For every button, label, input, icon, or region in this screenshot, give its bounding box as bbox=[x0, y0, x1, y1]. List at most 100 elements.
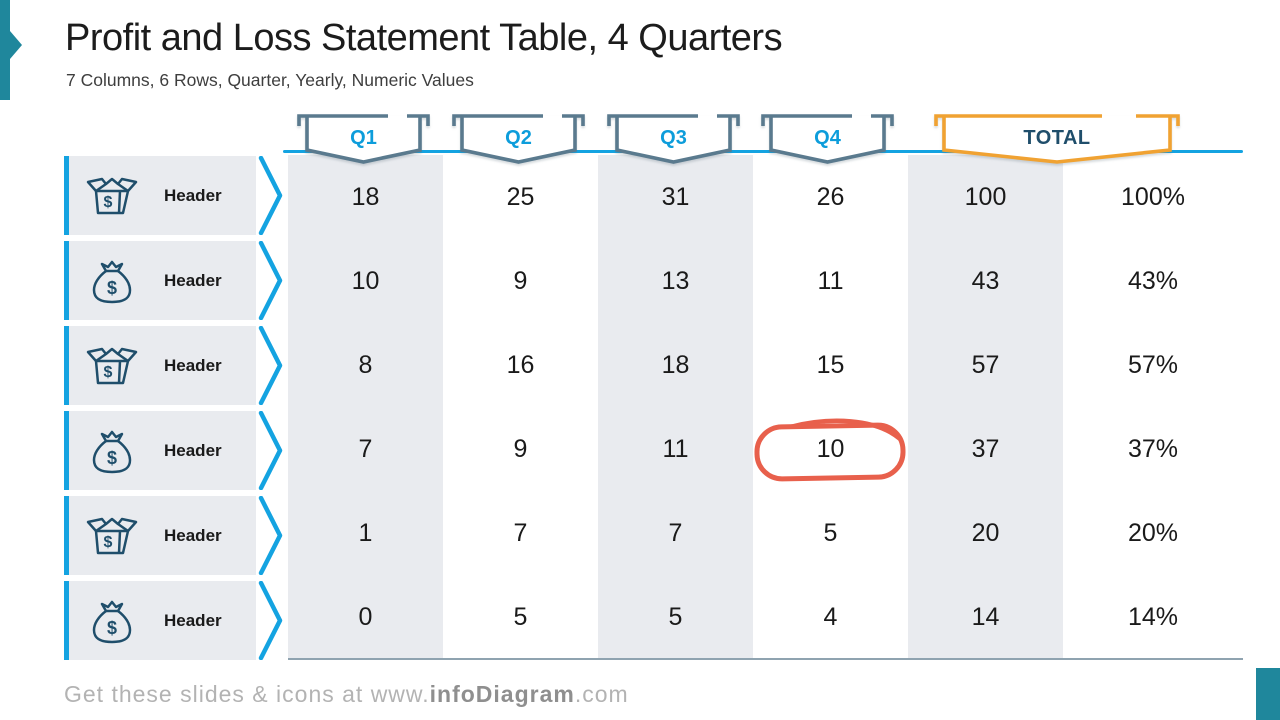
open-box-dollar-icon: $ bbox=[86, 347, 138, 384]
table-cell-r5-c4: 5 bbox=[823, 518, 838, 547]
header-axis-line bbox=[283, 150, 1243, 153]
chevron-right-icon bbox=[258, 411, 283, 490]
footer-credit: Get these slides & icons at www.infoDiag… bbox=[64, 681, 629, 708]
svg-text:$: $ bbox=[107, 448, 117, 468]
slide-accent-bar bbox=[0, 0, 26, 104]
column-header-q3: Q3 bbox=[606, 110, 741, 165]
table-cell-r5-c1: 1 bbox=[288, 491, 443, 575]
table-cell-r2-c4: 11 bbox=[817, 266, 844, 295]
ribbon-banner-shape bbox=[934, 114, 1180, 164]
chevron-right-icon bbox=[258, 581, 283, 660]
ribbon-banner-shape bbox=[607, 114, 740, 164]
table-bottom-border bbox=[288, 658, 1243, 660]
table-cell-r3-c4: 15 bbox=[816, 350, 845, 379]
row-accent-bar bbox=[64, 156, 69, 235]
table-cell-r4-c2: 9 bbox=[513, 434, 528, 463]
table-cell-r1-c6: 100% bbox=[1121, 182, 1185, 211]
row-header-1: $ Header bbox=[64, 156, 284, 235]
table-cell-r6-c1: 0 bbox=[288, 575, 443, 659]
row-header-2: $ Header bbox=[64, 241, 284, 320]
table-cell-r3-c6: 57% bbox=[1127, 350, 1179, 379]
row-header-plate: $ Header bbox=[64, 156, 256, 235]
table-cell-r6-c2: 5 bbox=[513, 602, 528, 631]
table-cell-r2-c2: 9 bbox=[513, 266, 528, 295]
column-header-q4: Q4 bbox=[760, 110, 895, 165]
table-cell-r2-c5: 43 bbox=[908, 239, 1063, 323]
table-cell-r4-c6: 37% bbox=[1127, 434, 1179, 463]
column-header-total: TOTAL bbox=[933, 110, 1181, 165]
column-header-label: Q1 bbox=[350, 127, 377, 149]
column-header-q2: Q2 bbox=[451, 110, 586, 165]
chevron-right-icon bbox=[258, 496, 283, 575]
open-box-dollar-icon: $ bbox=[86, 177, 138, 214]
column-header-label: Q3 bbox=[660, 127, 687, 149]
svg-text:$: $ bbox=[107, 618, 117, 638]
table-cell-r6-c6: 14% bbox=[1127, 602, 1179, 631]
table-cell-r3-c1: 8 bbox=[288, 323, 443, 407]
row-header-3: $ Header bbox=[64, 326, 284, 405]
row-header-label: Header bbox=[164, 525, 222, 545]
column-header-q1: Q1 bbox=[296, 110, 431, 165]
table-cell-r1-c1: 18 bbox=[288, 155, 443, 239]
ribbon-banner-shape bbox=[761, 114, 894, 164]
row-header-6: $ Header bbox=[64, 581, 284, 660]
row-header-plate: $ Header bbox=[64, 326, 256, 405]
row-header-plate: $ Header bbox=[64, 411, 256, 490]
row-accent-bar bbox=[64, 496, 69, 575]
row-header-label: Header bbox=[164, 440, 222, 460]
red-circle-icon bbox=[754, 418, 906, 482]
chevron-right-icon bbox=[258, 156, 283, 235]
slide-accent-corner bbox=[1256, 668, 1280, 720]
ribbon-banner-shape bbox=[452, 114, 585, 164]
chevron-right-icon bbox=[258, 241, 283, 320]
table-cell-r4-c3: 11 bbox=[598, 407, 753, 491]
table-cell-r2-c1: 10 bbox=[288, 239, 443, 323]
row-header-plate: $ Header bbox=[64, 496, 256, 575]
money-bag-icon: $ bbox=[92, 430, 132, 473]
table-cell-r6-c4: 4 bbox=[823, 602, 838, 631]
row-header-5: $ Header bbox=[64, 496, 284, 575]
footer-text-prefix: Get these slides & icons at www. bbox=[64, 681, 430, 707]
row-accent-bar bbox=[64, 326, 69, 405]
row-header-plate: $ Header bbox=[64, 241, 256, 320]
table-cell-r1-c4: 26 bbox=[816, 182, 845, 211]
row-header-plate: $ Header bbox=[64, 581, 256, 660]
table-cell-r4-c1: 7 bbox=[288, 407, 443, 491]
highlight-circle-annotation bbox=[747, 413, 912, 493]
row-header-label: Header bbox=[164, 355, 222, 375]
teal-arrow-icon bbox=[0, 0, 22, 100]
table-cell-r3-c5: 57 bbox=[908, 323, 1063, 407]
column-header-label: TOTAL bbox=[1023, 127, 1091, 149]
page-title: Profit and Loss Statement Table, 4 Quart… bbox=[65, 17, 783, 59]
table-body: 18 25 31 26 100 100% 10 9 13 11 43 43% 8 16 18 15 57 57% 7… bbox=[288, 155, 1243, 659]
table-cell-r1-c3: 31 bbox=[598, 155, 753, 239]
svg-text:$: $ bbox=[104, 534, 113, 551]
row-accent-bar bbox=[64, 581, 69, 660]
row-header-label: Header bbox=[164, 185, 222, 205]
table-cell-r6-c3: 5 bbox=[598, 575, 753, 659]
svg-text:$: $ bbox=[104, 194, 113, 211]
footer-text-suffix: .com bbox=[574, 681, 629, 707]
table-cell-r2-c3: 13 bbox=[598, 239, 753, 323]
row-header-label: Header bbox=[164, 610, 222, 630]
table-cell-r1-c5: 100 bbox=[908, 155, 1063, 239]
row-accent-bar bbox=[64, 411, 69, 490]
money-bag-icon: $ bbox=[92, 600, 132, 643]
money-bag-icon: $ bbox=[92, 260, 132, 303]
table-cell-r5-c6: 20% bbox=[1127, 518, 1179, 547]
row-icon-wrap: $ bbox=[86, 595, 138, 647]
table-cell-r5-c2: 7 bbox=[513, 518, 528, 547]
table-cell-r2-c6: 43% bbox=[1127, 266, 1179, 295]
table-cell-r6-c5: 14 bbox=[908, 575, 1063, 659]
row-icon-wrap: $ bbox=[86, 255, 138, 307]
footer-brand: infoDiagram bbox=[429, 681, 575, 707]
table-cell-r5-c5: 20 bbox=[908, 491, 1063, 575]
ribbon-banner-shape bbox=[297, 114, 430, 164]
row-icon-wrap: $ bbox=[86, 340, 138, 392]
open-box-dollar-icon: $ bbox=[86, 517, 138, 554]
row-header-4: $ Header bbox=[64, 411, 284, 490]
table-cell-r4-c4: 10 bbox=[816, 434, 845, 463]
table-cell-r3-c2: 16 bbox=[506, 350, 535, 379]
page-subtitle: 7 Columns, 6 Rows, Quarter, Yearly, Nume… bbox=[66, 70, 474, 90]
svg-text:$: $ bbox=[104, 364, 113, 381]
